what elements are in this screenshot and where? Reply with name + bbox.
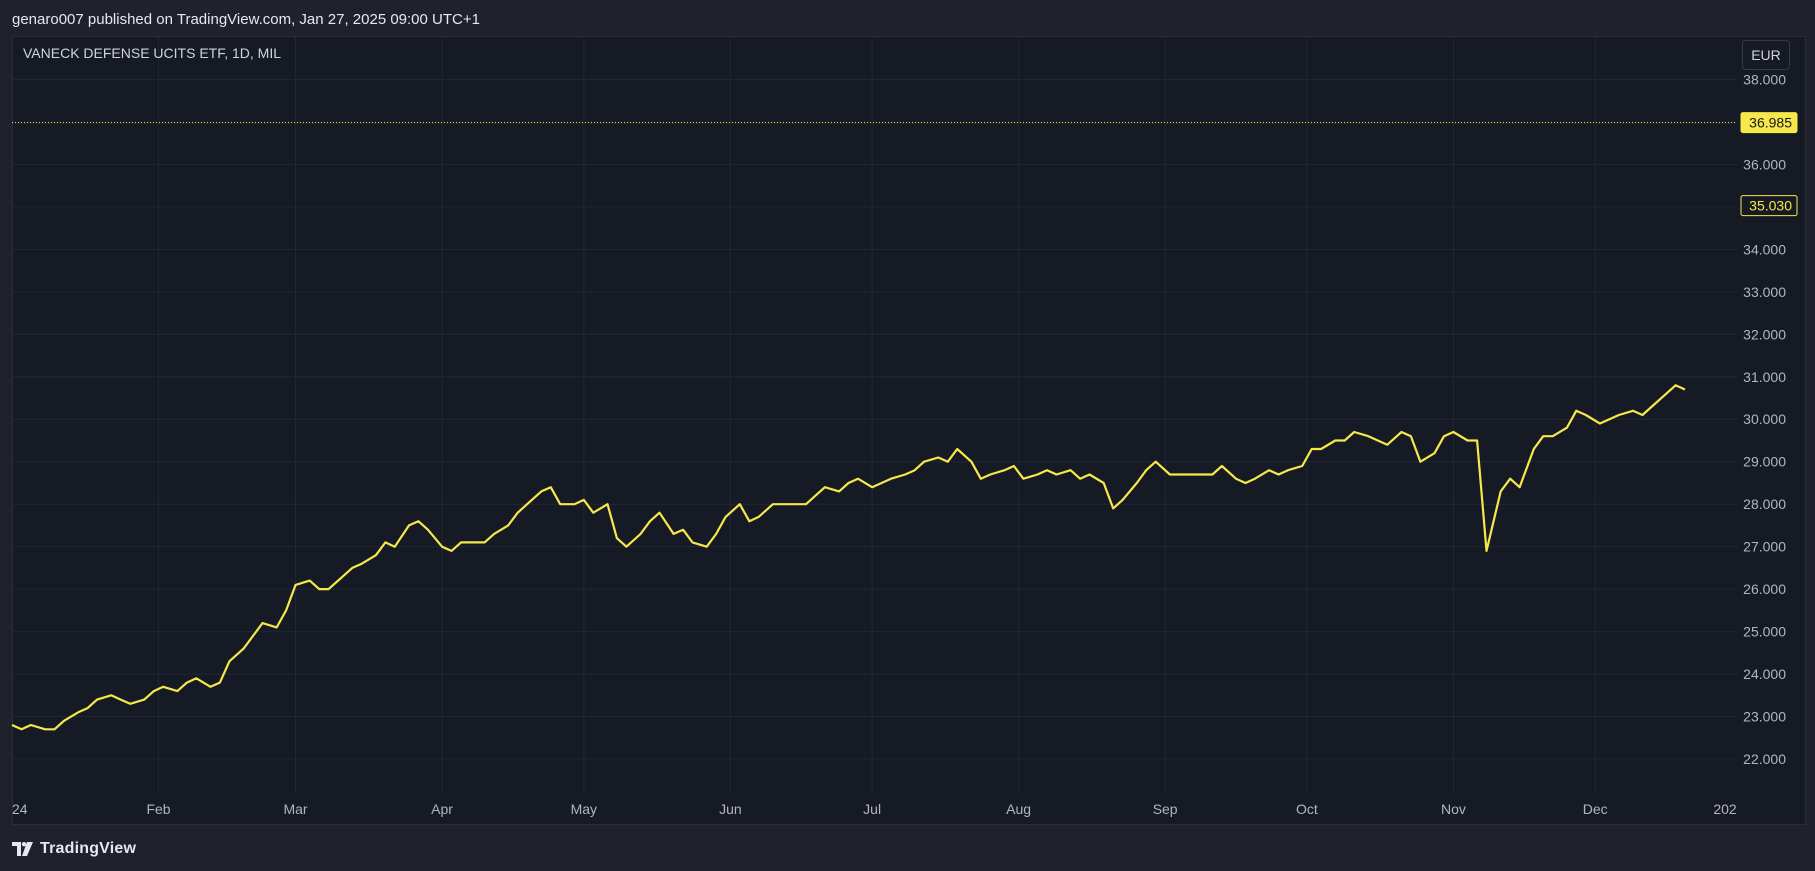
- y-tick-label: 31.000: [1743, 369, 1786, 385]
- x-tick-label: Feb: [146, 801, 170, 817]
- chart-frame[interactable]: [12, 36, 1806, 825]
- footer: TradingView: [0, 825, 1815, 871]
- y-tick-label: 30.000: [1743, 411, 1786, 427]
- brand-name: TradingView: [40, 840, 137, 857]
- x-tick-label: May: [571, 801, 597, 817]
- x-tick-label: 202: [1713, 801, 1737, 817]
- x-tick-label: Apr: [431, 801, 453, 817]
- x-tick-label: Aug: [1006, 801, 1031, 817]
- y-tick-label: 38.000: [1743, 71, 1786, 87]
- last-price-label: 35.030: [1749, 198, 1792, 214]
- x-tick-label: Dec: [1583, 801, 1608, 817]
- chart-grid: [12, 37, 1737, 793]
- x-tick-label: Jul: [863, 801, 881, 817]
- price-tags: 36.985 35.030: [1740, 112, 1798, 217]
- x-tick-label: Nov: [1441, 801, 1466, 817]
- symbol-legend: VANECK DEFENSE UCITS ETF, 1D, MIL: [23, 45, 281, 61]
- tradingview-logo[interactable]: TradingView: [12, 840, 136, 858]
- x-tick-label: Mar: [283, 801, 307, 817]
- y-tick-label: 29.000: [1743, 454, 1786, 470]
- published-info: genaro007 published on TradingView.com, …: [12, 11, 480, 28]
- x-tick-label: Jun: [719, 801, 742, 817]
- y-tick-label: 28.000: [1743, 496, 1786, 512]
- last-price-tag: [1740, 195, 1798, 217]
- reference-price-tag: [1740, 112, 1798, 134]
- reference-price-label: 36.985: [1749, 115, 1792, 131]
- y-tick-label: 32.000: [1743, 326, 1786, 342]
- y-tick-label: 36.000: [1743, 156, 1786, 172]
- x-tick-label: Sep: [1153, 801, 1178, 817]
- y-tick-label: 22.000: [1743, 751, 1786, 767]
- y-tick-label: 26.000: [1743, 581, 1786, 597]
- y-tick-label: 25.000: [1743, 624, 1786, 640]
- y-tick-label: 23.000: [1743, 709, 1786, 725]
- currency-button[interactable]: EUR: [1742, 40, 1790, 70]
- price-line: [11, 384, 1686, 731]
- y-tick-label: 34.000: [1743, 241, 1786, 257]
- y-tick-label: 24.000: [1743, 666, 1786, 682]
- y-tick-label: 33.000: [1743, 284, 1786, 300]
- y-axis: 22.000 23.000 24.000 25.000 26.000 27.000 28.0…: [1743, 71, 1786, 767]
- x-axis: 24 Feb Mar Apr May Jun Jul Aug Sep Oct Nov Dec 202: [12, 801, 1737, 817]
- tradingview-logo-icon: [12, 842, 33, 856]
- x-tick-label: 24: [12, 801, 28, 817]
- x-tick-label: Oct: [1296, 801, 1318, 817]
- y-tick-label: 27.000: [1743, 539, 1786, 555]
- top-bar: genaro007 published on TradingView.com, …: [0, 0, 1815, 36]
